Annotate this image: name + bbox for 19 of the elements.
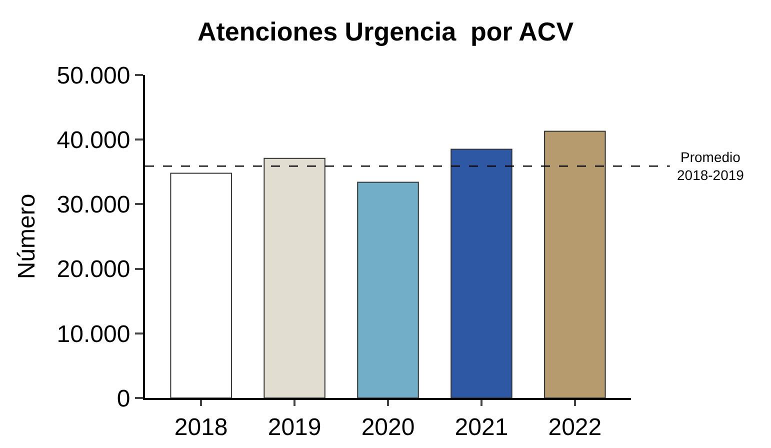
y-tick-label: 50.000	[56, 62, 130, 90]
chart-title: Atenciones Urgencia por ACV	[197, 16, 574, 47]
y-tick-label: 0	[116, 385, 130, 412]
y-axis-title: Número	[13, 194, 40, 280]
x-tick-label: 2021	[454, 414, 508, 441]
bar	[450, 148, 512, 398]
bar	[544, 130, 606, 398]
x-tick-label: 2020	[361, 414, 415, 441]
bar	[170, 172, 232, 398]
bar	[357, 182, 419, 398]
y-tick-label: 30.000	[56, 192, 130, 219]
x-tick-label: 2022	[548, 414, 602, 441]
y-tick-label: 40.000	[56, 127, 130, 154]
x-tick-label: 2019	[268, 414, 322, 441]
ref-line-label: Promedio 2018-2019	[677, 149, 744, 184]
x-tick-label: 2018	[174, 414, 228, 441]
y-tick-label: 20.000	[56, 256, 130, 284]
y-tick-label: 10.000	[56, 320, 130, 348]
bar	[264, 158, 326, 398]
